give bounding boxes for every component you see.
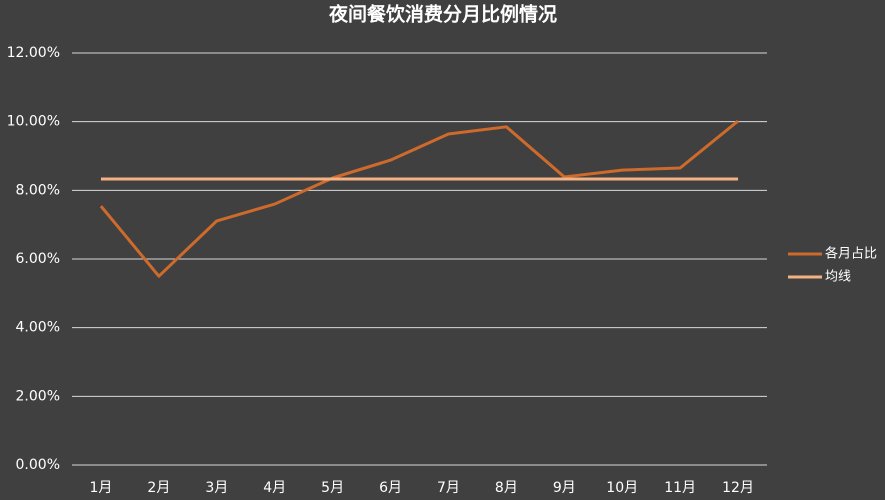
y-tick-label: 6.00% bbox=[16, 251, 60, 267]
x-tick-label: 1月 bbox=[89, 480, 112, 496]
x-tick-label: 2月 bbox=[147, 480, 170, 496]
legend-label: 均线 bbox=[825, 270, 851, 285]
x-tick-label: 9月 bbox=[553, 480, 576, 496]
x-tick-label: 10月 bbox=[606, 480, 638, 496]
y-tick-label: 10.00% bbox=[7, 114, 60, 130]
y-tick-label: 0.00% bbox=[16, 457, 60, 473]
x-tick-label: 11月 bbox=[664, 480, 696, 496]
x-tick-label: 12月 bbox=[722, 480, 754, 496]
legend-label: 各月占比 bbox=[825, 246, 877, 262]
chart-title: 夜间餐饮消费分月比例情况 bbox=[328, 3, 557, 26]
y-tick-label: 4.00% bbox=[16, 320, 60, 336]
x-tick-label: 5月 bbox=[321, 480, 344, 496]
y-tick-label: 12.00% bbox=[7, 45, 60, 61]
y-tick-label: 8.00% bbox=[16, 182, 60, 198]
x-tick-label: 4月 bbox=[263, 480, 286, 496]
x-tick-label: 8月 bbox=[495, 480, 518, 496]
series-line bbox=[99, 119, 739, 278]
y-tick-label: 2.00% bbox=[16, 388, 60, 404]
x-tick-label: 6月 bbox=[379, 480, 402, 496]
x-tick-label: 3月 bbox=[205, 480, 228, 496]
x-tick-label: 7月 bbox=[437, 480, 460, 496]
